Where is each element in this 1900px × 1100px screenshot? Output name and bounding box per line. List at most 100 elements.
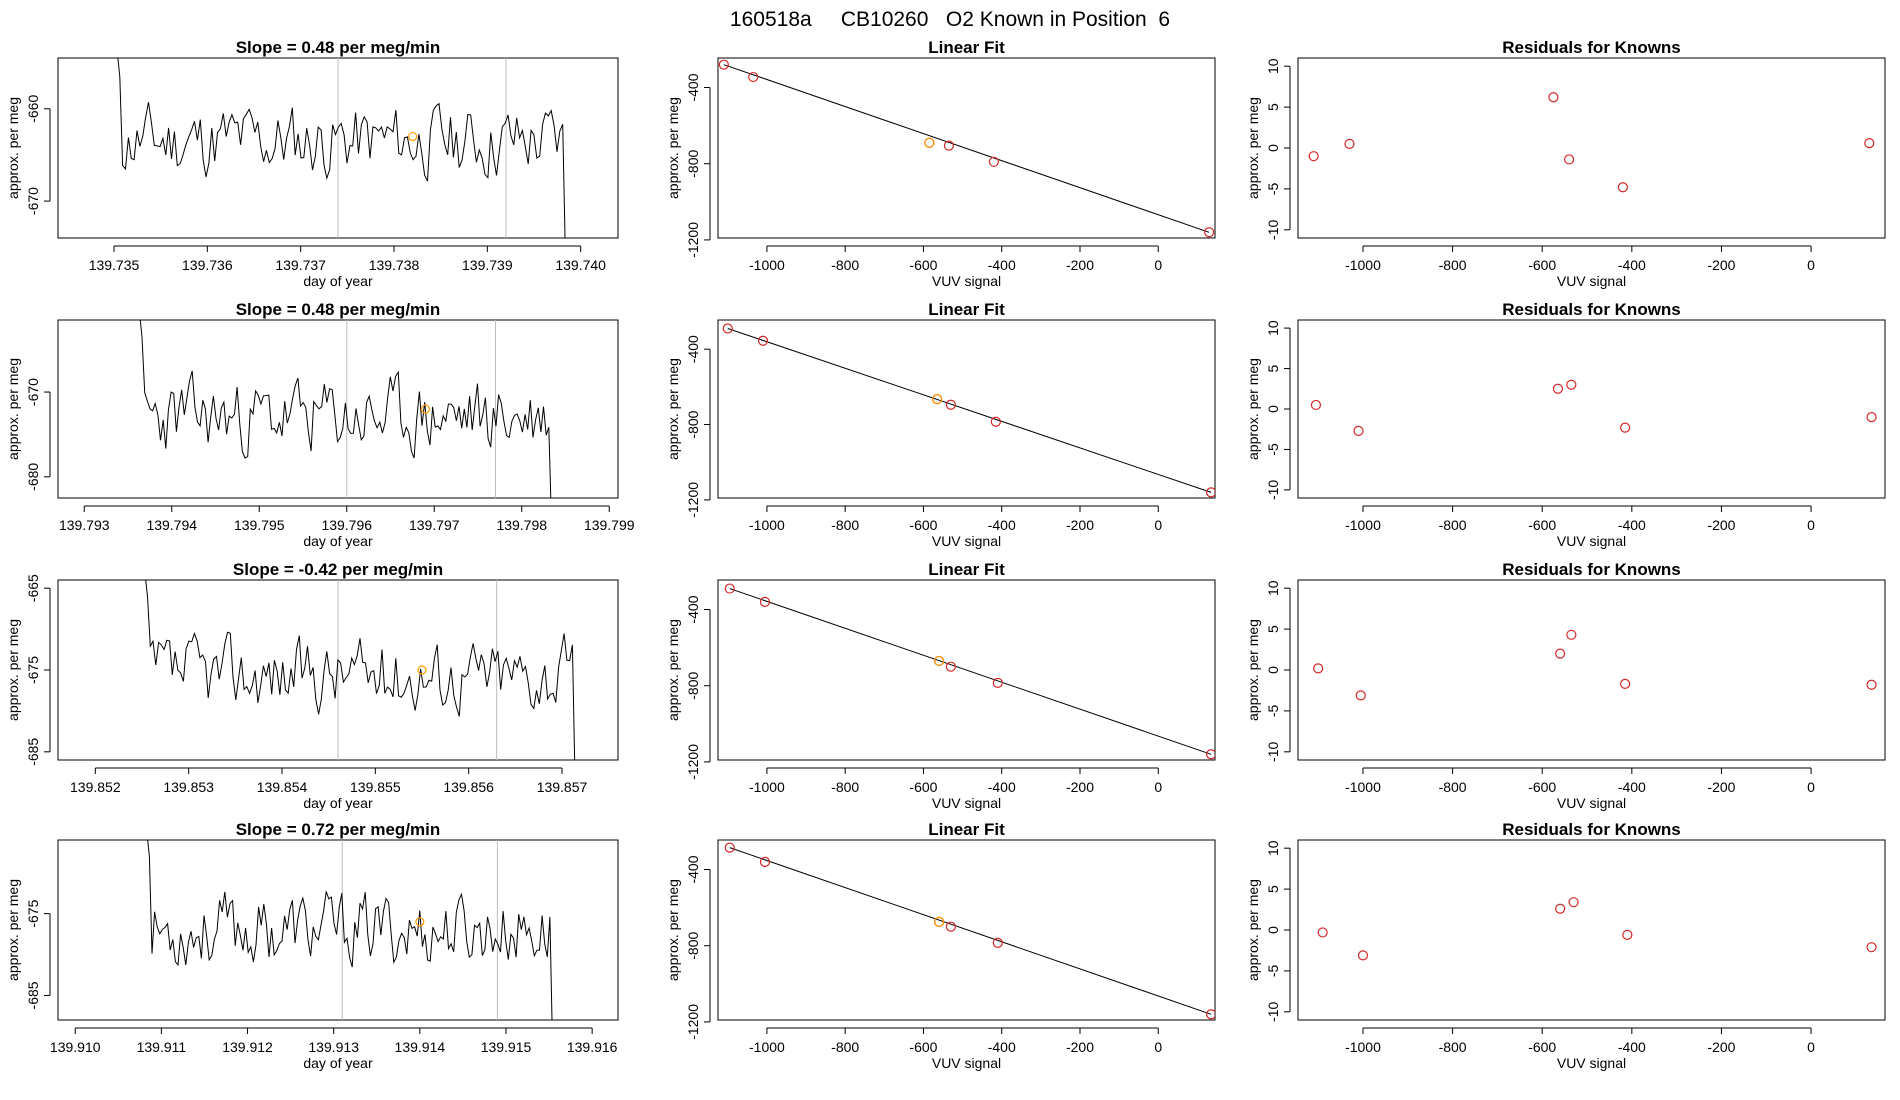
- y-tick-label: -400: [685, 335, 701, 363]
- y-tick-label: 5: [1265, 885, 1281, 893]
- x-tick-label: -600: [1528, 257, 1556, 273]
- highlight-point: [934, 655, 945, 667]
- x-tick-label: 139.795: [234, 517, 285, 533]
- data-point: [945, 399, 956, 410]
- y-tick-label: -400: [685, 855, 701, 883]
- data-point: [757, 335, 769, 346]
- panel-title: Residuals for Knowns: [1502, 38, 1681, 57]
- panel-title: Linear Fit: [928, 38, 1005, 57]
- y-tick-label: -685: [25, 738, 41, 766]
- residuals-1: Residuals for Knowns-1000 -800 -600 -400 -20…: [1245, 38, 1886, 289]
- x-tick-label: 139.911: [137, 1039, 187, 1055]
- x-tick-label: 139.735: [89, 257, 140, 273]
- fit-line: [729, 847, 1212, 1015]
- panel-title: Linear Fit: [928, 300, 1005, 319]
- data-point: [748, 71, 759, 83]
- y-tick-label: -5: [1265, 964, 1281, 977]
- page-title: 160518a CB10260 O2 Known in Position 6: [730, 8, 1170, 31]
- panel-title: Residuals for Knowns: [1502, 300, 1681, 319]
- y-axis-label: approx. per meg: [5, 358, 21, 460]
- plot-area: [145, 580, 576, 760]
- data-point: [1308, 151, 1319, 162]
- x-tick-label: 139.737: [275, 257, 326, 273]
- x-tick-label: 0: [1807, 1039, 1815, 1055]
- plot-area: [147, 840, 553, 1020]
- x-tick-label: 139.736: [182, 257, 233, 273]
- x-tick-label: -200: [1066, 517, 1094, 533]
- y-tick-label: -10: [1265, 480, 1281, 500]
- x-tick-label: -1000: [1345, 257, 1381, 273]
- x-axis-label: day of year: [303, 795, 373, 811]
- plot-area: [117, 58, 566, 238]
- x-tick-label: -400: [988, 1039, 1016, 1055]
- residuals-3: Residuals for Knowns-1000 -800 -600 -400 -20…: [1245, 560, 1886, 811]
- y-axis-label: approx. per meg: [5, 619, 21, 721]
- x-axis-label: day of year: [303, 1055, 373, 1071]
- y-tick-label: -800: [685, 931, 701, 959]
- y-tick-label: 0: [1265, 666, 1281, 674]
- data-point: [1205, 487, 1215, 498]
- x-tick-label: 139.857: [537, 779, 588, 795]
- x-tick-label: 139.738: [369, 257, 420, 273]
- x-axis-label: day of year: [303, 273, 373, 289]
- x-tick-label: -800: [1439, 779, 1467, 795]
- plot-frame: [1297, 319, 1886, 499]
- fit-line: [723, 64, 1210, 233]
- x-tick-label: -1000: [749, 779, 785, 795]
- data-point: [1620, 422, 1631, 433]
- x-axis-label: VUV signal: [1557, 533, 1626, 549]
- highlight-point: [417, 665, 427, 675]
- plot-frame: [1297, 839, 1886, 1021]
- y-tick-label: -400: [685, 595, 701, 623]
- panel-title: Slope = -0.42 per meg/min: [233, 560, 443, 579]
- y-axis-label: approx. per meg: [665, 879, 681, 981]
- data-point: [988, 156, 999, 167]
- data-point: [1622, 929, 1633, 941]
- x-tick-label: -800: [831, 257, 859, 273]
- x-tick-label: -1000: [1345, 1039, 1381, 1055]
- x-tick-label: 139.852: [70, 779, 121, 795]
- data-point: [759, 596, 771, 608]
- y-tick-label: 0: [1265, 405, 1281, 413]
- y-tick-label: -680: [25, 463, 41, 491]
- y-tick-label: -10: [1265, 1001, 1281, 1021]
- x-tick-label: -200: [1707, 517, 1735, 533]
- x-axis-label: VUV signal: [932, 1055, 1001, 1071]
- x-tick-label: -600: [909, 517, 937, 533]
- data-point: [1205, 749, 1215, 760]
- x-tick-label: 139.915: [481, 1039, 532, 1055]
- x-tick-label: 139.739: [462, 257, 513, 273]
- y-tick-label: 10: [1265, 580, 1281, 596]
- panel-title: Slope = 0.72 per meg/min: [236, 820, 441, 839]
- data-point: [1617, 182, 1628, 193]
- x-axis-label: VUV signal: [1557, 273, 1626, 289]
- data-point: [1866, 942, 1877, 953]
- data-point: [945, 661, 956, 672]
- plot-area: [1317, 897, 1877, 961]
- x-tick-label: -200: [1707, 1039, 1735, 1055]
- data-point: [724, 583, 735, 594]
- plot-frame: [57, 839, 619, 1021]
- x-tick-label: -1000: [749, 1039, 785, 1055]
- time-series-1: Slope = 0.48 per meg/min 139.735 139.736 13…: [5, 38, 619, 289]
- y-tick-label: 5: [1265, 103, 1281, 111]
- data-point: [1568, 897, 1579, 908]
- x-axis-label: day of year: [303, 533, 373, 549]
- x-tick-label: 139.916: [567, 1039, 618, 1055]
- y-tick-label: -10: [1265, 741, 1281, 761]
- data-point: [945, 921, 956, 932]
- data-point: [1357, 950, 1369, 961]
- data-point: [1205, 1009, 1215, 1020]
- y-tick-label: 10: [1265, 320, 1281, 336]
- data-point: [722, 323, 733, 334]
- x-tick-label: 139.910: [50, 1039, 101, 1055]
- plot-area: [1313, 629, 1877, 701]
- x-tick-label: 139.799: [584, 517, 635, 533]
- data-point: [1864, 137, 1875, 149]
- plot-frame: [717, 839, 1216, 1021]
- data-point: [1563, 154, 1575, 165]
- x-axis-label: VUV signal: [932, 533, 1001, 549]
- y-tick-label: -5: [1265, 704, 1281, 717]
- time-series-4: Slope = 0.72 per meg/min 139.910 139.911 13…: [5, 820, 619, 1071]
- x-tick-label: -200: [1707, 257, 1735, 273]
